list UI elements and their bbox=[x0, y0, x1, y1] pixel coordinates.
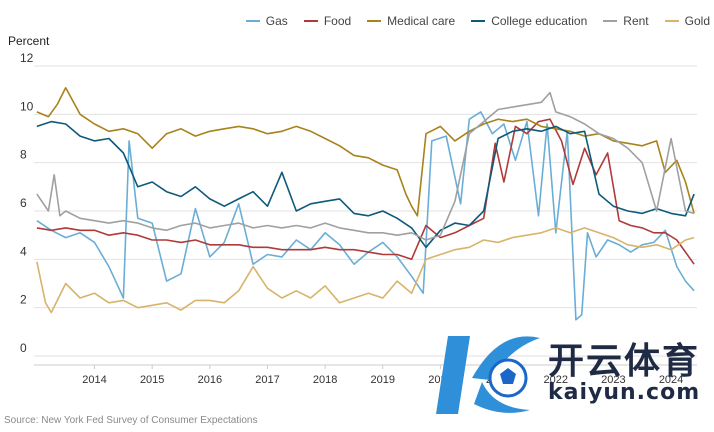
x-tick-label: 2023 bbox=[601, 374, 625, 386]
x-tick-label: 2018 bbox=[313, 374, 337, 386]
series-lines bbox=[36, 87, 695, 321]
legend-label: Gold bbox=[684, 14, 710, 28]
legend-label: Gas bbox=[265, 14, 288, 28]
y-tick-label: 4 bbox=[20, 244, 27, 258]
legend-item-medical-care: Medical care bbox=[367, 14, 455, 28]
legend-label: Food bbox=[323, 14, 352, 28]
x-tick-label: 2024 bbox=[659, 374, 683, 386]
legend-label: Rent bbox=[623, 14, 649, 28]
legend-swatch bbox=[603, 20, 618, 22]
legend-swatch bbox=[367, 20, 382, 22]
legend: Gas Food Medical care College education Rent… bbox=[245, 14, 710, 28]
legend-label: Medical care bbox=[387, 14, 456, 28]
y-tick-label: 10 bbox=[20, 99, 34, 113]
legend-item-gold: Gold bbox=[664, 14, 710, 28]
legend-label: College education bbox=[491, 14, 588, 28]
y-axis-ticks: 0 2 4 6 8 10 12 bbox=[20, 51, 34, 355]
x-tick-label: 2014 bbox=[82, 374, 106, 386]
y-tick-label: 2 bbox=[20, 293, 27, 307]
x-tick-label: 2019 bbox=[371, 374, 395, 386]
legend-swatch bbox=[303, 20, 318, 22]
source-note: Source: New York Fed Survey of Consumer … bbox=[4, 415, 258, 426]
legend-item-rent: Rent bbox=[603, 14, 649, 28]
legend-item-food: Food bbox=[303, 14, 352, 28]
watermark-chinese-text: 开云体育 bbox=[548, 341, 701, 382]
series-line-gas bbox=[36, 111, 695, 321]
y-axis-unit: Percent bbox=[8, 34, 50, 48]
y-tick-label: 12 bbox=[20, 51, 34, 65]
series-line-food bbox=[36, 118, 695, 265]
series-line-rent bbox=[36, 91, 695, 241]
x-tick-label: 2015 bbox=[140, 374, 164, 386]
y-tick-label: 0 bbox=[20, 341, 27, 355]
series-line-medical-care bbox=[36, 87, 695, 217]
series-line-college-education bbox=[36, 120, 695, 249]
legend-item-college-education: College education bbox=[471, 14, 587, 28]
watermark-logo: 开云体育 kaiyun.com bbox=[430, 318, 714, 427]
legend-item-gas: Gas bbox=[245, 14, 288, 28]
legend-swatch bbox=[664, 20, 679, 22]
logo-k-mark-icon bbox=[436, 336, 540, 414]
y-tick-label: 8 bbox=[20, 148, 27, 162]
legend-swatch bbox=[245, 20, 260, 22]
x-tick-label: 2022 bbox=[544, 374, 568, 386]
gridlines bbox=[34, 65, 697, 357]
y-tick-label: 6 bbox=[20, 196, 27, 210]
x-tick-label: 2017 bbox=[255, 374, 279, 386]
legend-swatch bbox=[471, 20, 486, 22]
x-tick-label: 2016 bbox=[198, 374, 222, 386]
watermark-latin-text: kaiyun.com bbox=[548, 380, 701, 405]
series-line-gold bbox=[36, 227, 695, 314]
